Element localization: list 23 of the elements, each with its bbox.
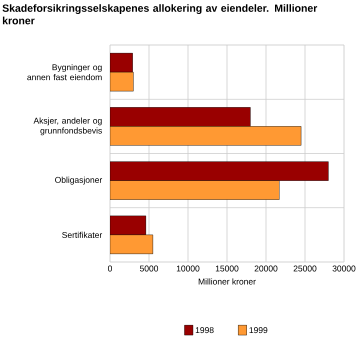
legend-label: 1998: [196, 327, 214, 334]
bar: [110, 234, 154, 254]
bar: [110, 161, 329, 181]
x-tick-label: 5000: [140, 266, 158, 272]
x-axis-title: Millioner kroner: [198, 278, 256, 285]
y-tick-label: Sertifikater: [62, 232, 102, 238]
bar: [110, 107, 251, 127]
x-tick-label: 10000: [176, 266, 200, 272]
x-tick-label: 25000: [294, 266, 316, 272]
x-tick-label: 15000: [216, 266, 238, 272]
y-tick-label: Obligasjoner: [55, 176, 102, 185]
legend-label: 1999: [250, 327, 268, 334]
y-tick-label: Aksjer, andeler og grunnfondsbevis: [34, 117, 102, 136]
bar: [110, 216, 146, 236]
bar: [110, 52, 133, 72]
y-tick-label: Bygninger og annen fast eiendom: [27, 64, 102, 80]
x-tick-label: 30000: [332, 266, 356, 272]
x-tick-label: 20000: [254, 266, 278, 272]
bar: [110, 72, 134, 92]
chart-title: Skadeforsikringsselskapenes allokering av eiendeler. Millioner kroner: [2, 4, 318, 24]
bar: [110, 126, 302, 146]
bar: [110, 180, 280, 200]
x-tick-label: 0: [108, 266, 112, 272]
